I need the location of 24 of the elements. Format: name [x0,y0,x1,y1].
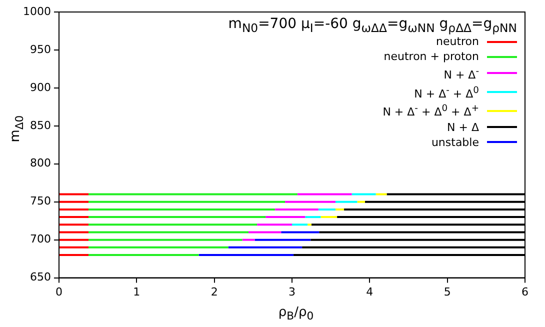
x-tick-label: 0 [55,285,62,298]
y-tick-label: 1000 [22,4,51,18]
legend-label: N + Δ [447,120,479,135]
x-tick-label: 1 [133,285,140,298]
x-tick-label: 3 [288,285,296,298]
x-tick-label: 6 [522,285,528,298]
x-tick-label: 5 [444,285,451,298]
legend-label: N + Δ$^{-}$ [444,65,479,83]
y-tick-label: 850 [30,118,51,132]
legend-label: unstable [431,134,479,150]
x-axis-title: ρ$_{B}$/ρ$_{0}$ [277,305,315,323]
legend-label: neutron + proton [384,49,479,64]
legend-label: neutron [436,34,479,49]
y-tick-label: 750 [30,194,51,208]
y-tick-label: 700 [30,232,51,246]
x-tick-label: 4 [366,285,374,298]
y-tick-label: 800 [30,156,51,170]
y-tick-label: 950 [30,42,51,56]
chart-title: m$_{N0}$=700 μ$_{I}$=-60 g$_{ωΔΔ}$=g$_{ωNN}$ g$_{ρΔΔ}$=g$_{ρNN}$ [228,16,517,35]
legend-label: N + Δ$^{-}$ + Δ$^{0}$ [414,84,479,102]
y-tick-label: 900 [30,80,51,94]
x-tick-label: 2 [210,285,218,298]
legend-label: N + Δ$^{-}$ + Δ$^{0}$ + Δ$^{+}$ [382,102,479,120]
y-tick-label: 650 [30,270,51,284]
